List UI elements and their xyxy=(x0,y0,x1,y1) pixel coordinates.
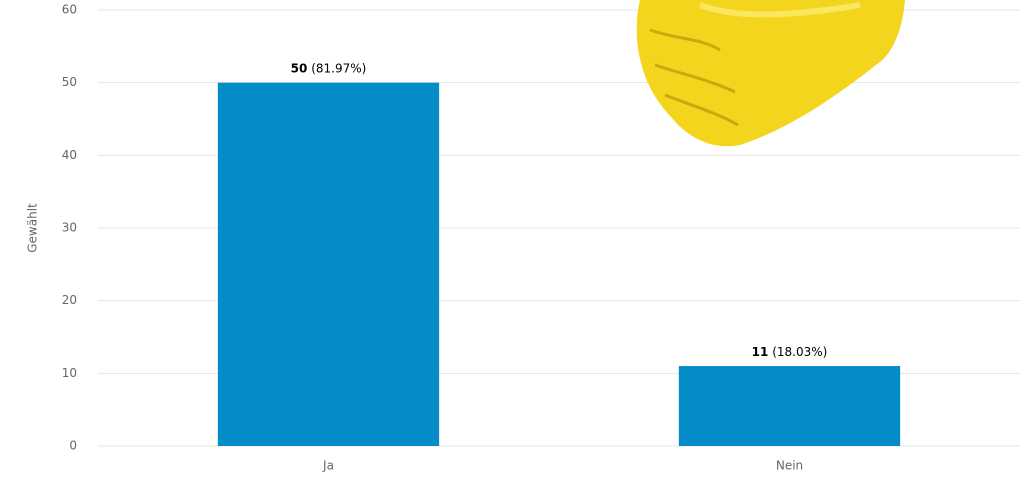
y-tick-label: 20 xyxy=(62,293,77,307)
data-label: 11 (18.03%) xyxy=(752,345,828,359)
percent-label: (18.03%) xyxy=(772,345,827,359)
value-label: 11 xyxy=(752,345,769,359)
bar xyxy=(217,82,440,447)
data-label: 50 (81.97%) xyxy=(291,61,367,75)
y-tick-label: 50 xyxy=(62,75,77,89)
x-tick-label: Nein xyxy=(776,459,803,473)
y-axis-label: Gewählt xyxy=(26,203,40,253)
thumb-highlight xyxy=(698,2,861,18)
percent-label: (81.97%) xyxy=(311,61,366,75)
thumb-illustration xyxy=(636,0,905,147)
thumb-fold xyxy=(649,28,739,127)
value-label: 50 xyxy=(291,61,308,75)
bar xyxy=(678,366,901,446)
y-tick-label: 40 xyxy=(62,148,77,162)
y-tick-label: 0 xyxy=(69,439,77,453)
y-tick-label: 30 xyxy=(62,221,77,235)
x-tick-label: Ja xyxy=(322,459,334,473)
y-tick-label: 10 xyxy=(62,366,77,380)
y-tick-label: 60 xyxy=(62,3,77,17)
